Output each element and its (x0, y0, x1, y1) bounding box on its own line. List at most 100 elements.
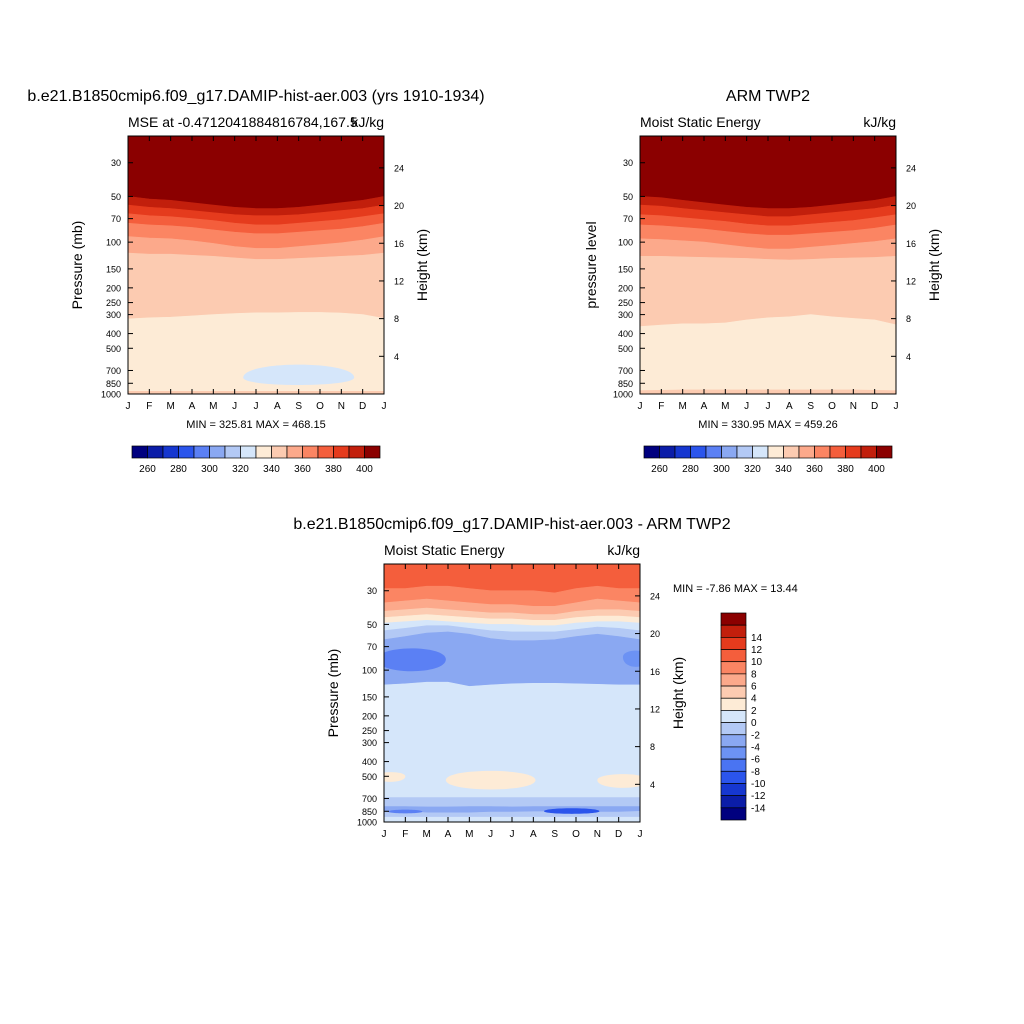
y-tick-label: 1000 (357, 818, 377, 828)
x-tick-label: A (189, 401, 196, 412)
y-tick-label: 30 (367, 586, 377, 596)
y-tick-label: 500 (618, 344, 633, 354)
colorbar-swatch (286, 445, 303, 459)
x-tick-label: J (488, 829, 493, 840)
colorbar-label: 10 (751, 657, 763, 668)
colorbar-swatch (147, 445, 164, 459)
colorbar-label: -12 (751, 791, 766, 802)
contour-region (597, 774, 640, 788)
x-tick-label: A (530, 829, 537, 840)
colorbar-swatch (720, 697, 747, 711)
y-tick-label-right: 12 (650, 704, 660, 714)
colorbar-swatch (659, 445, 676, 459)
colorbar-swatch (767, 445, 784, 459)
colorbar-swatch (814, 445, 831, 459)
x-tick-label: O (572, 829, 580, 840)
x-tick-label: S (807, 401, 814, 412)
x-tick-label: D (615, 829, 622, 840)
colorbar-label: 380 (325, 464, 342, 475)
colorbar-swatch (720, 673, 747, 687)
colorbar-swatch (720, 758, 747, 772)
colorbar-swatch (876, 445, 893, 459)
colorbar-swatch (720, 734, 747, 748)
colorbar-label: 12 (751, 645, 763, 656)
x-tick-label: J (744, 401, 749, 412)
y-tick-label: 300 (106, 310, 121, 320)
x-tick-label: F (658, 401, 664, 412)
colorbar-label: 280 (170, 464, 187, 475)
y-tick-label-right: 16 (906, 239, 916, 249)
y-tick-label: 1000 (613, 390, 633, 400)
colorbar-label: -14 (751, 803, 766, 814)
min-max-stats: MIN = -7.86 MAX = 13.44 (673, 583, 798, 595)
y-tick-label: 100 (618, 238, 633, 248)
y-tick-label: 250 (362, 726, 377, 736)
colorbar-swatch (783, 445, 800, 459)
y-tick-label: 300 (362, 738, 377, 748)
y-tick-label-right: 8 (394, 314, 399, 324)
colorbar-swatch (690, 445, 707, 459)
y-tick-label: 850 (106, 379, 121, 389)
colorbar-label: 14 (751, 633, 763, 644)
colorbar-swatch (720, 612, 747, 626)
colorbar-swatch (720, 795, 747, 809)
colorbar-label: 400 (868, 464, 885, 475)
y-tick-label: 850 (618, 379, 633, 389)
y-tick-label: 70 (623, 214, 633, 224)
x-tick-label: J (638, 401, 643, 412)
colorbar-swatch (643, 445, 660, 459)
x-tick-label: A (786, 401, 793, 412)
y-tick-label-right: 20 (394, 201, 404, 211)
x-tick-label: O (828, 401, 836, 412)
x-tick-label: S (551, 829, 558, 840)
x-tick-label: M (465, 829, 473, 840)
y-tick-label-right: 20 (650, 629, 660, 639)
y-tick-label: 50 (111, 192, 121, 202)
contour-band (640, 136, 896, 209)
y-tick-label: 700 (362, 794, 377, 804)
y-tick-label-right: 12 (394, 276, 404, 286)
y-tick-label: 30 (623, 158, 633, 168)
y-tick-label: 700 (106, 366, 121, 376)
contour-region (384, 648, 446, 672)
colorbar-swatch (720, 770, 747, 784)
colorbar-swatch (364, 445, 381, 459)
colorbar-label: 360 (806, 464, 823, 475)
panel-title: b.e21.B1850cmip6.f09_g17.DAMIP-hist-aer.… (27, 88, 484, 105)
y-tick-label: 150 (106, 264, 121, 274)
contour-band (128, 252, 384, 320)
colorbar: 260 280 300 320 340 360 380 400 (643, 445, 893, 475)
panel-observation: ARM TWP2 Moist Static Energy kJ/kg press… (583, 88, 942, 475)
colorbar-swatch (736, 445, 753, 459)
y-tick-label-right: 4 (394, 352, 399, 362)
y-tick-label: 250 (106, 298, 121, 308)
colorbar-swatch (255, 445, 272, 459)
colorbar-label: -10 (751, 779, 766, 790)
x-tick-label: F (146, 401, 152, 412)
colorbar-label: -2 (751, 730, 760, 741)
x-tick-label: M (209, 401, 217, 412)
colorbar-swatch (178, 445, 195, 459)
panel-subtitle-right: kJ/kg (863, 114, 896, 130)
y-tick-label-right: 4 (906, 352, 911, 362)
y-tick-label-right: 20 (906, 201, 916, 211)
contour-region (622, 650, 640, 667)
colorbar-swatch (860, 445, 877, 459)
colorbar-label: 0 (751, 718, 757, 729)
x-tick-label: N (850, 401, 857, 412)
colorbar-label: 300 (713, 464, 730, 475)
y-axis-label-right: Height (km) (414, 229, 430, 301)
colorbar-swatch (721, 445, 738, 459)
colorbar-label: -6 (751, 755, 760, 766)
colorbar-label: 360 (294, 464, 311, 475)
y-tick-label-right: 4 (650, 780, 655, 790)
colorbar-swatch (720, 746, 747, 760)
colorbar-label: 6 (751, 682, 757, 693)
contour-field (128, 136, 384, 394)
x-tick-label: J (126, 401, 131, 412)
x-tick-label: O (316, 401, 324, 412)
colorbar-swatch (720, 685, 747, 699)
colorbar-label: 380 (837, 464, 854, 475)
y-axis-label: Pressure (mb) (325, 649, 341, 738)
